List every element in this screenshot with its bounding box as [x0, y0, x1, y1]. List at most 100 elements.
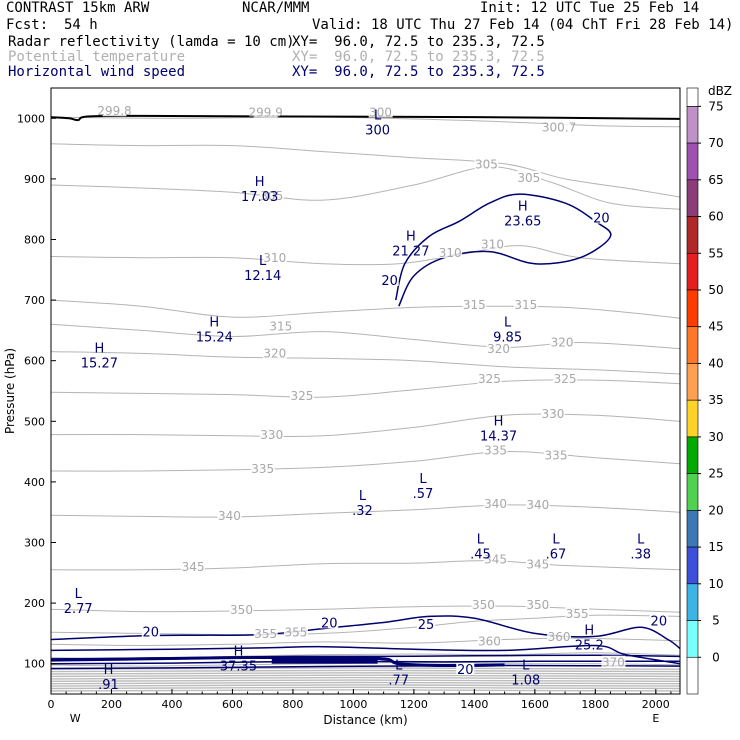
- colorbar-label: 35: [708, 393, 723, 407]
- theta-label-mask: [483, 496, 508, 509]
- extremum-marker: L: [419, 472, 427, 487]
- colorbar-swatch: [686, 216, 699, 254]
- colorbar-label: 5: [712, 614, 720, 628]
- theta-label-mask: [516, 170, 541, 183]
- theta-isentrope-1: [50, 116, 681, 128]
- extremum-marker: H: [255, 175, 265, 190]
- theta-label-mask: [483, 552, 508, 565]
- extremum-marker: H: [494, 414, 504, 429]
- y-tick-label: 500: [24, 415, 45, 428]
- theta-contour-label: 315: [463, 298, 486, 312]
- theta-upper-band-line: [50, 686, 681, 690]
- theta-label-mask: [547, 630, 572, 643]
- colorbar-swatch: [686, 620, 699, 658]
- extremum-marker: L: [359, 489, 367, 504]
- colorbar-label: 60: [708, 210, 723, 224]
- extremum-marker: H: [406, 230, 416, 245]
- theta-label-mask: [471, 598, 496, 611]
- wind-label-mask: [141, 625, 160, 638]
- y-tick-label: 200: [24, 597, 45, 610]
- field-reflectivity-name: Radar reflectivity (lamda = 10 cm): [8, 34, 295, 50]
- theta-upper-band-line: [50, 684, 681, 687]
- extremum-value: 23.65: [504, 214, 541, 229]
- extremum-value: 17.03: [241, 190, 278, 205]
- x-tick-label: 2000: [642, 698, 670, 711]
- wind-contour-label: 25: [418, 618, 435, 633]
- theta-isentrope-11: [50, 504, 681, 518]
- colorbar-unit: dBZ: [708, 84, 732, 98]
- theta-contour-label: 330: [260, 428, 283, 442]
- extremum-value: 21.27: [392, 245, 429, 260]
- wind-speed-contour-5: [50, 615, 681, 650]
- extremum-marker: H: [209, 316, 219, 331]
- colorbar-label: 20: [708, 503, 723, 517]
- theta-label-mask: [601, 655, 626, 668]
- theta-upper-band-line: [50, 669, 681, 673]
- y-tick-label: 600: [24, 355, 45, 368]
- theta-contour-label: 345: [526, 558, 549, 572]
- theta-label-mask: [544, 448, 569, 461]
- theta-upper-band-line: [50, 689, 681, 692]
- colorbar-label: 40: [708, 356, 723, 370]
- x-tick-label: 800: [282, 698, 303, 711]
- wind-speed-contour-4: [50, 644, 681, 665]
- theta-label-mask: [480, 237, 505, 250]
- theta-isentrope-9: [50, 413, 681, 438]
- extremum-marker: L: [374, 108, 382, 123]
- theta-contour-label: 360: [548, 630, 571, 644]
- theta-contour-label: 325: [291, 389, 314, 403]
- wind-contour-label: 20: [143, 625, 160, 640]
- x-tick-label: 1400: [460, 698, 488, 711]
- wind-label-mask: [380, 273, 399, 286]
- theta-label-mask: [462, 298, 487, 311]
- extremum-marker: H: [94, 342, 104, 357]
- theta-label-mask: [253, 105, 278, 118]
- theta-upper-band-line: [50, 674, 681, 678]
- header-init: Init: 12 UTC Tue 25 Feb 14: [480, 0, 700, 16]
- theta-contour-label: 299.8: [97, 104, 131, 118]
- x-tick-label: 0: [48, 698, 55, 711]
- theta-isentrope-8: [50, 379, 681, 398]
- theta-contour-label: 305: [260, 189, 283, 203]
- plot-frame: [50, 87, 681, 695]
- wind-label-mask: [649, 614, 668, 627]
- colorbar-swatch: [686, 656, 699, 695]
- theta-label-mask: [259, 189, 284, 202]
- theta-label-mask: [283, 625, 308, 638]
- theta-label-mask: [217, 509, 242, 522]
- theta-contour-label: 340: [218, 509, 241, 523]
- theta-label-mask: [565, 607, 590, 620]
- theta-label-mask: [477, 372, 502, 385]
- theta-contour-label: 360: [478, 634, 501, 648]
- extremum-value: 300: [365, 123, 390, 138]
- east-label: E: [652, 712, 659, 725]
- extremum-value: 9.85: [493, 331, 522, 346]
- header-fcst-value: 54 h: [64, 17, 98, 33]
- theta-label-mask: [486, 341, 511, 354]
- theta-label-mask: [229, 602, 254, 615]
- colorbar-label: 25: [708, 467, 723, 481]
- theta-label-mask: [181, 559, 206, 572]
- extremum-marker: L: [259, 254, 267, 269]
- header-model: CONTRAST 15km ARW: [6, 0, 150, 16]
- x-tick-label: 1000: [339, 698, 367, 711]
- theta-contour-label: 345: [182, 560, 205, 574]
- extremum-marker: H: [234, 645, 244, 660]
- theta-contour-label: 350: [472, 598, 495, 612]
- theta-contour-label: 310: [263, 251, 286, 265]
- colorbar-label: 30: [708, 430, 723, 444]
- theta-contour-label: 370: [602, 656, 625, 670]
- theta-contour-label: 340: [526, 498, 549, 512]
- extremum-marker: L: [395, 659, 403, 674]
- terrain-line: [50, 114, 681, 122]
- wind-label-mask: [416, 618, 435, 631]
- theta-contour-label: 305: [475, 158, 498, 172]
- wind-label-mask: [592, 211, 611, 224]
- label-layer: 0 200 400 600 800 1000 1200 1400 1600 1800 2000 100…: [3, 104, 670, 727]
- theta-contour-label: 325: [478, 372, 501, 386]
- wind-contour-label: 20: [651, 614, 668, 629]
- wind-contour-layer: [50, 193, 681, 670]
- theta-contour-label: 335: [251, 462, 274, 476]
- theta-label-mask: [253, 627, 278, 640]
